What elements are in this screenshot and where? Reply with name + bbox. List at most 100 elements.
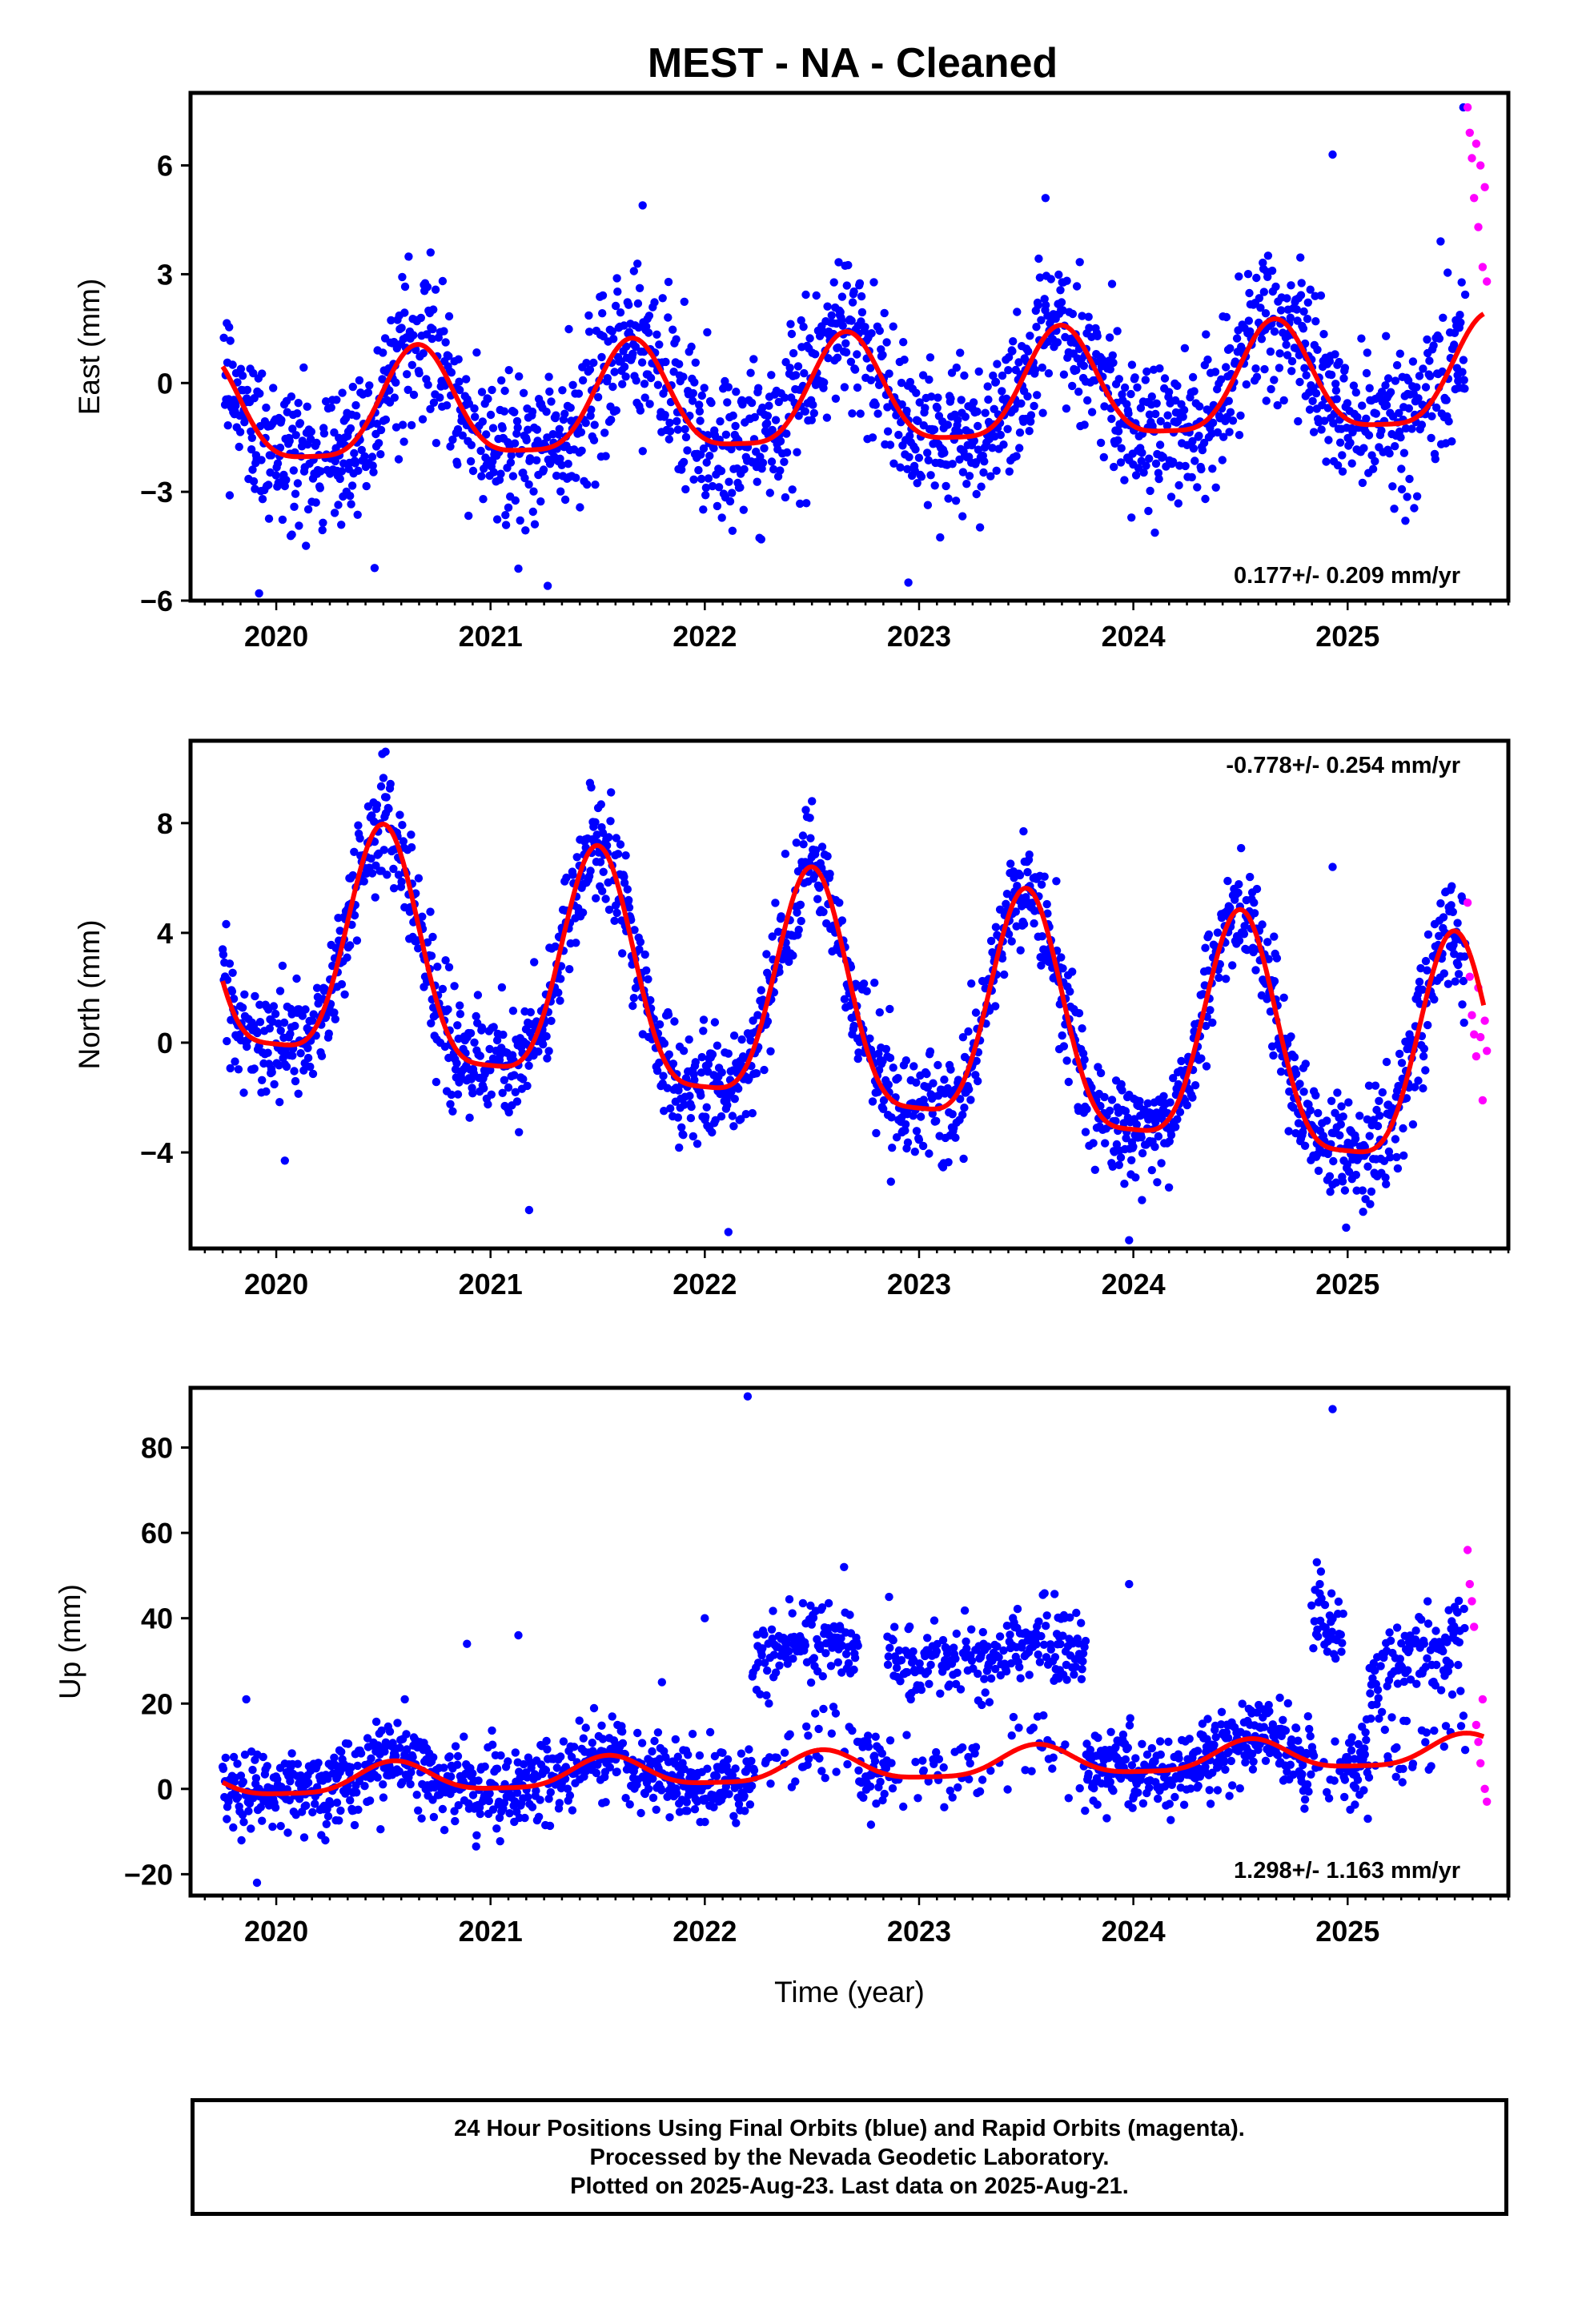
final-point — [399, 837, 408, 846]
x-tick-label: 2022 — [673, 1268, 737, 1301]
final-point — [223, 1815, 231, 1823]
final-point — [819, 907, 828, 917]
final-point — [324, 1029, 333, 1038]
final-point — [530, 958, 539, 967]
final-point — [620, 879, 629, 887]
final-point — [658, 294, 667, 303]
final-point — [943, 1084, 953, 1093]
final-point — [1132, 1120, 1142, 1129]
final-point — [604, 905, 614, 915]
final-point — [416, 313, 425, 323]
final-point — [1053, 338, 1062, 347]
final-point — [783, 1659, 792, 1668]
final-point — [714, 483, 724, 492]
final-point — [1252, 273, 1261, 283]
final-point — [782, 448, 792, 457]
final-point — [740, 1791, 749, 1800]
final-point — [695, 1751, 705, 1760]
final-point — [267, 451, 276, 460]
final-point — [841, 1650, 851, 1659]
final-point — [729, 411, 737, 420]
final-point — [568, 870, 577, 879]
final-point — [867, 329, 876, 338]
final-point — [1251, 966, 1260, 975]
final-point — [528, 407, 537, 416]
final-point — [612, 834, 620, 842]
final-point — [1211, 368, 1220, 376]
final-point — [689, 1132, 697, 1141]
final-point — [238, 1003, 247, 1012]
final-point — [582, 359, 591, 368]
final-point — [400, 437, 408, 446]
final-point — [1151, 459, 1161, 468]
final-point — [1283, 351, 1292, 360]
final-point — [488, 457, 497, 466]
final-point — [346, 492, 355, 501]
final-point — [974, 1076, 982, 1086]
final-point — [1177, 1056, 1186, 1066]
final-point — [868, 433, 877, 442]
final-point — [1188, 436, 1197, 446]
final-point — [897, 1655, 906, 1665]
final-point — [429, 1753, 438, 1762]
final-point — [1025, 850, 1034, 859]
final-point — [1012, 452, 1021, 460]
final-point — [624, 903, 634, 912]
final-point — [1000, 970, 1009, 979]
final-point — [771, 416, 781, 424]
final-point — [1116, 1153, 1126, 1162]
final-point — [837, 916, 847, 925]
final-point — [984, 395, 993, 404]
final-point — [250, 1064, 259, 1073]
final-point — [967, 979, 976, 988]
final-point — [785, 1730, 794, 1739]
final-point — [885, 1643, 894, 1652]
final-point — [1364, 1081, 1374, 1090]
final-point — [1292, 305, 1302, 314]
final-point — [456, 385, 464, 395]
final-point — [588, 1739, 596, 1747]
final-point — [576, 503, 584, 512]
final-point — [1431, 455, 1440, 464]
final-point — [367, 869, 377, 878]
final-point — [225, 959, 235, 968]
final-point — [319, 518, 327, 527]
final-point — [870, 979, 879, 987]
final-point — [278, 515, 287, 525]
final-point — [1397, 1059, 1407, 1068]
final-point — [677, 1123, 686, 1132]
final-point — [1107, 1096, 1117, 1104]
final-point — [1419, 1051, 1428, 1061]
final-point — [705, 1727, 715, 1737]
final-point — [793, 362, 803, 371]
final-point — [1246, 872, 1255, 882]
final-point — [905, 1622, 914, 1631]
final-point — [556, 975, 565, 983]
final-point — [583, 480, 592, 489]
final-point — [638, 201, 647, 210]
final-point — [376, 450, 385, 459]
final-point — [407, 420, 416, 430]
final-point — [1325, 1172, 1335, 1181]
final-point — [1390, 505, 1399, 513]
final-point — [785, 1647, 793, 1656]
final-point — [519, 1759, 528, 1769]
final-point — [1157, 1159, 1166, 1168]
final-point — [624, 300, 633, 309]
final-point — [584, 328, 594, 336]
final-point — [1208, 464, 1217, 473]
final-point — [299, 363, 308, 372]
final-point — [592, 894, 600, 903]
final-point — [1034, 254, 1043, 263]
final-point — [415, 368, 424, 378]
final-point — [1339, 1112, 1347, 1121]
final-point — [986, 936, 996, 946]
final-point — [782, 429, 791, 438]
final-point — [934, 393, 942, 402]
final-point — [394, 455, 404, 464]
final-point — [1382, 1180, 1391, 1188]
final-point — [1043, 909, 1052, 918]
final-point — [1013, 308, 1022, 316]
final-point — [1034, 300, 1042, 310]
final-point — [294, 1089, 303, 1099]
